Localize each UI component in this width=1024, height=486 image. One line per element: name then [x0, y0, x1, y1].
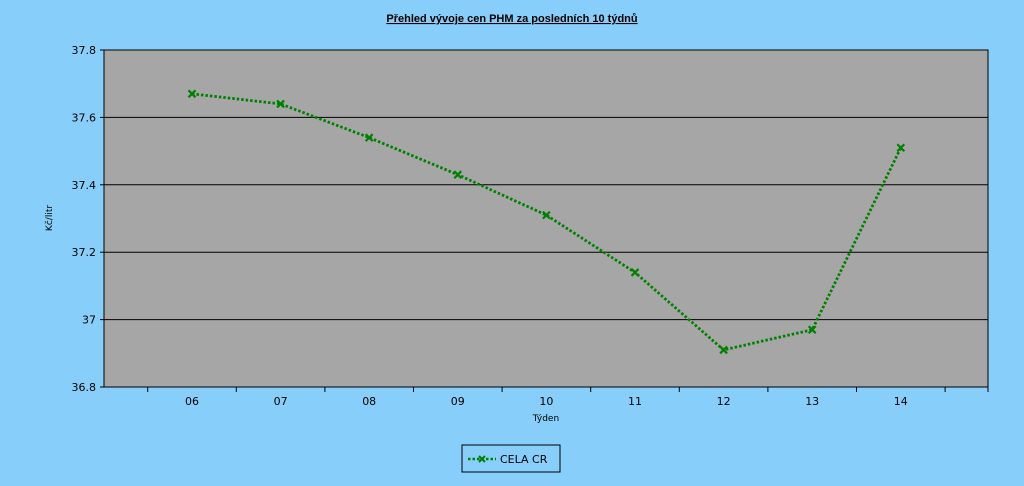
- x-tick-label: 13: [805, 395, 819, 408]
- x-axis-label: Týden: [532, 414, 559, 424]
- x-tick-label: 10: [539, 395, 553, 408]
- data-point-marker: [807, 325, 817, 334]
- chart-title: Přehled vývoje cen PHM za posledních 10 …: [386, 13, 637, 25]
- legend: CELA CR: [461, 444, 561, 473]
- data-point-marker: [453, 170, 463, 179]
- y-axis-ticks: 36.8 37 37.2 37.4 37.6 37.8: [72, 44, 104, 394]
- y-tick-label: 37.6: [72, 111, 97, 124]
- x-tick-label: 08: [362, 395, 376, 408]
- x-tick-label: 11: [628, 395, 642, 408]
- data-point-marker: [364, 133, 374, 142]
- x-tick-label: 09: [451, 395, 465, 408]
- marker-stroke: [807, 325, 817, 334]
- marker-stroke: [630, 268, 640, 277]
- legend-marker-x-icon: [478, 455, 486, 463]
- x-tick-label: 07: [274, 395, 288, 408]
- y-tick-label: 37.8: [72, 44, 97, 57]
- marker-stroke: [276, 99, 285, 109]
- marker-stroke: [719, 345, 728, 355]
- legend-entry-label: CELA CR: [500, 453, 548, 466]
- x-axis-ticks: 06 07 08 09 10 11 12 13 14: [147, 387, 989, 408]
- y-tick-label: 37.2: [72, 246, 97, 259]
- marker-stroke: [896, 143, 906, 153]
- marker-stroke: [453, 170, 463, 179]
- y-axis-label: Kč/litr: [44, 205, 55, 231]
- marker-stroke: [478, 455, 486, 463]
- data-point-marker: [187, 89, 197, 99]
- x-tick-label: 12: [717, 395, 731, 408]
- x-tick-label: 06: [185, 395, 199, 408]
- data-point-marker: [542, 210, 551, 220]
- x-tick-label: 14: [894, 395, 908, 408]
- gridlines: [104, 116, 988, 321]
- marker-stroke: [542, 210, 551, 220]
- data-point-marker: [896, 143, 906, 153]
- y-tick-label: 37.4: [72, 179, 97, 192]
- data-point-marker: [719, 345, 728, 355]
- y-tick-label: 37: [82, 314, 96, 327]
- data-point-marker: [276, 99, 285, 109]
- marker-stroke: [187, 89, 197, 99]
- y-tick-label: 36.8: [72, 381, 97, 394]
- marker-stroke: [364, 133, 374, 142]
- data-point-marker: [630, 268, 640, 277]
- plot-area: [103, 49, 989, 388]
- series-cela-cr: [187, 89, 906, 355]
